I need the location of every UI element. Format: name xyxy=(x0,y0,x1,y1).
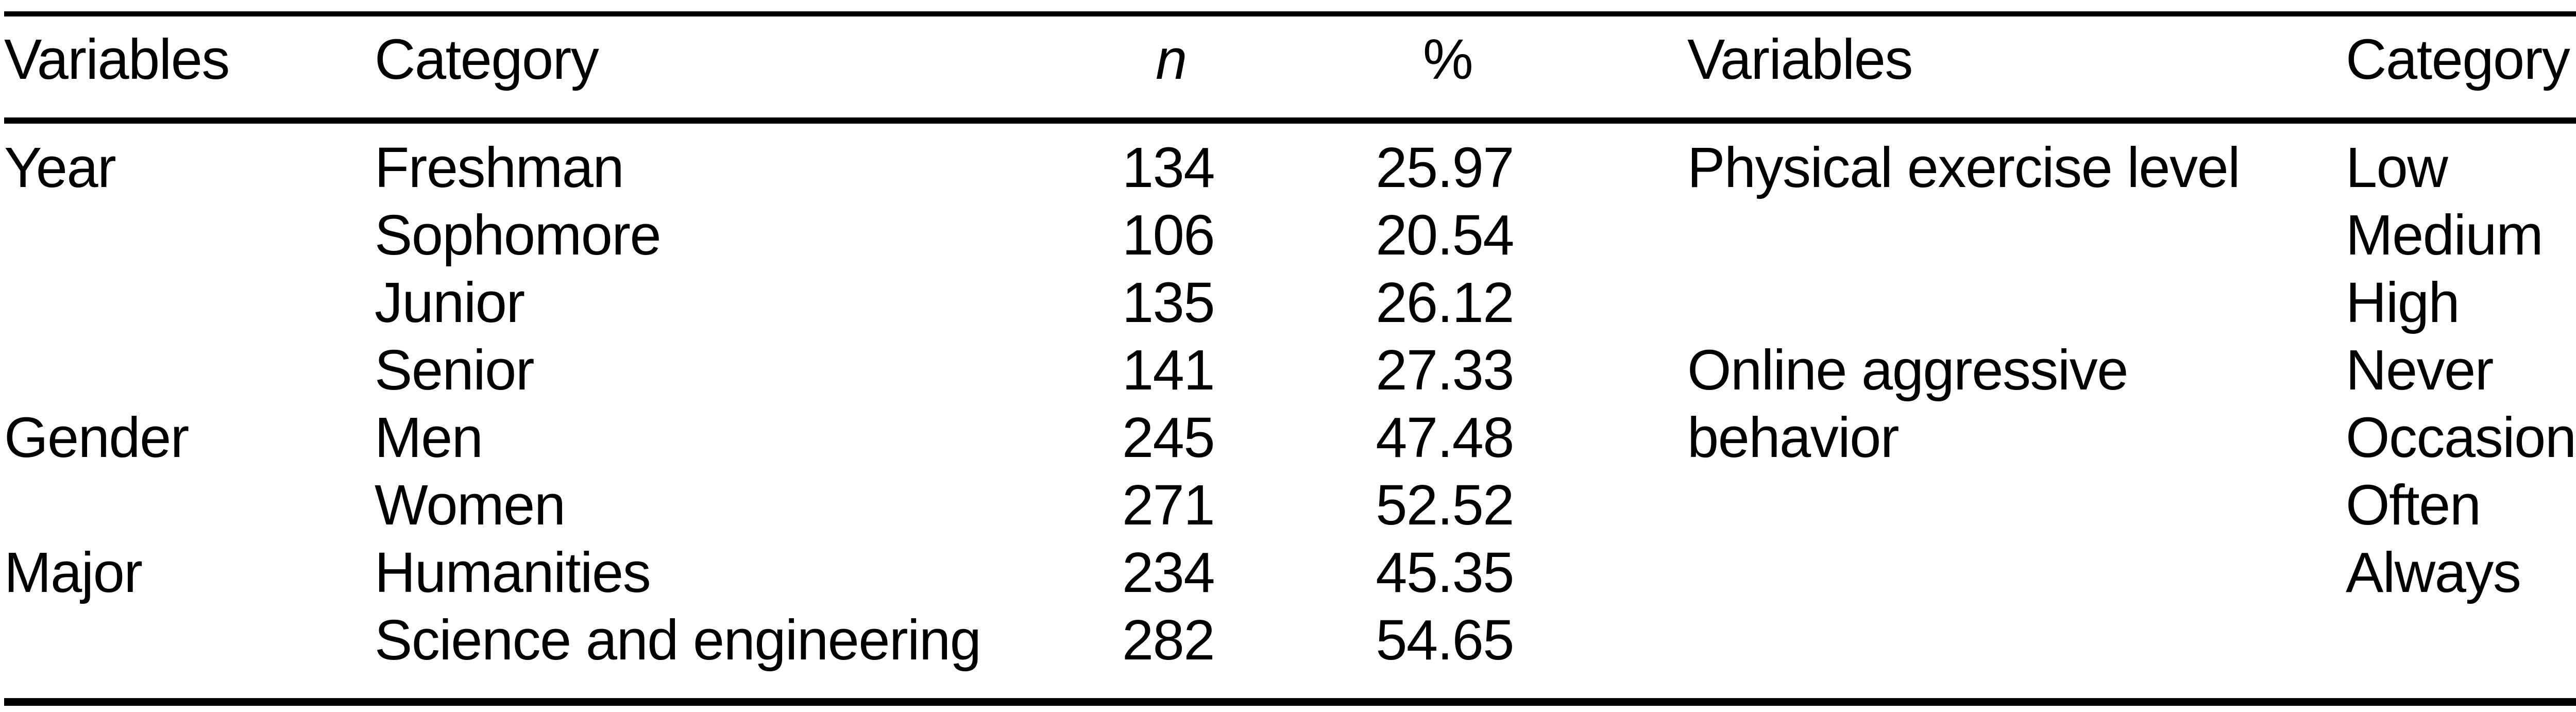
category-cell: Occasionally xyxy=(2346,406,2576,469)
category-cell: Often xyxy=(2346,473,2481,537)
table-row: Major Humanities 234 45.35 xyxy=(0,544,2576,612)
n-cell: 234 xyxy=(1122,541,1215,604)
table-row: Physical exercise level Low 215 41.67 xyxy=(0,139,2576,207)
table-header-row: Variables Category n % Variables Categor… xyxy=(0,31,2576,98)
table-row: Women 271 52.52 xyxy=(0,477,2576,544)
table-bottom-rule xyxy=(4,698,2576,706)
n-cell: 245 xyxy=(1122,406,1215,469)
variable-cell: Gender xyxy=(4,406,189,469)
table-row: Junior 135 26.12 xyxy=(0,274,2576,342)
table-row: Often 58 11.24 xyxy=(0,477,2576,544)
variable-cell: Year xyxy=(4,136,116,199)
variable-cell: Physical exercise level xyxy=(1687,136,2241,199)
n-cell: 134 xyxy=(1122,136,1215,199)
n-cell: 106 xyxy=(1122,204,1215,267)
table-row: Medium 178 34.50 xyxy=(0,207,2576,274)
table-row: behavior Occasionally 376 72.87 xyxy=(0,409,2576,477)
variable-cell: Major xyxy=(4,541,143,604)
column-header-n: n xyxy=(1156,28,1187,91)
table-row: Senior 141 27.33 xyxy=(0,342,2576,409)
table-row: High 123 23.84 xyxy=(0,274,2576,342)
category-cell: High xyxy=(2346,271,2460,334)
table-row: Year Freshman 134 25.97 xyxy=(0,139,2576,207)
table-row: Science and engineering 282 54.65 xyxy=(0,612,2576,679)
variable-cell: behavior xyxy=(1687,406,1899,469)
category-cell: Senior xyxy=(375,338,534,402)
column-header-category: Category xyxy=(375,28,599,91)
category-cell: Never xyxy=(2346,338,2494,402)
table-row: Online aggressive Never 11 2.13 xyxy=(0,342,2576,409)
table-row: Always 71 13.76 xyxy=(0,544,2576,612)
variable-cell: Online aggressive xyxy=(1687,338,2128,402)
category-cell: Science and engineering xyxy=(375,608,981,672)
category-cell: Sophomore xyxy=(375,204,662,267)
pct-cell: 27.33 xyxy=(1376,338,1514,402)
table-row: Sophomore 106 20.54 xyxy=(0,207,2576,274)
pct-cell: 54.65 xyxy=(1376,608,1514,672)
column-header-category: Category xyxy=(2346,28,2570,91)
pct-cell: 25.97 xyxy=(1376,136,1514,199)
pct-cell: 45.35 xyxy=(1376,541,1514,604)
pct-cell: 47.48 xyxy=(1376,406,1514,469)
column-header-variables: Variables xyxy=(4,28,230,91)
category-cell: Low xyxy=(2346,136,2448,199)
table-row: Gender Men 245 47.48 xyxy=(0,409,2576,477)
pct-cell: 52.52 xyxy=(1376,473,1514,537)
n-cell: 282 xyxy=(1122,608,1215,672)
category-cell: Men xyxy=(375,406,483,469)
n-cell: 135 xyxy=(1122,271,1215,334)
category-cell: Humanities xyxy=(375,541,651,604)
category-cell: Junior xyxy=(375,271,525,334)
column-header-pct: % xyxy=(1422,28,1473,91)
pct-cell: 20.54 xyxy=(1376,204,1514,267)
n-cell: 271 xyxy=(1122,473,1215,537)
table-top-rule xyxy=(4,11,2576,16)
category-cell: Women xyxy=(375,473,566,537)
category-cell: Medium xyxy=(2346,204,2544,267)
category-cell: Always xyxy=(2346,541,2521,604)
table-header-rule xyxy=(4,117,2576,124)
column-header-variables: Variables xyxy=(1687,28,1913,91)
category-cell: Freshman xyxy=(375,136,624,199)
pct-cell: 26.12 xyxy=(1376,271,1514,334)
n-cell: 141 xyxy=(1122,338,1215,402)
